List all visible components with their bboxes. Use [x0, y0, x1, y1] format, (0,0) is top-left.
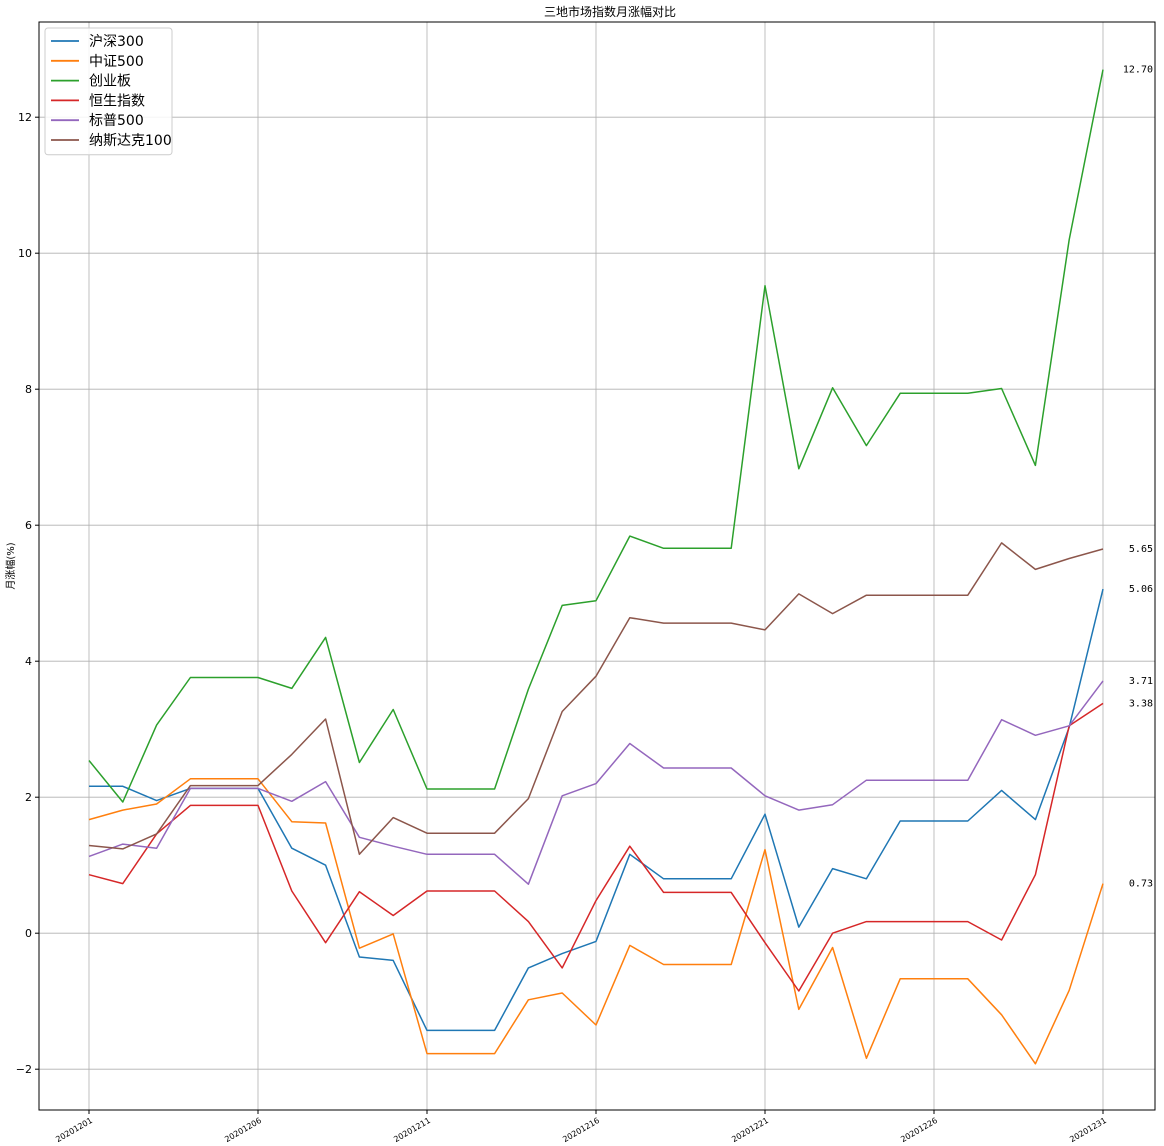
- x-tick-label: 20201221: [730, 1116, 770, 1144]
- x-axis-ticks: 20201201 20201206 20201211 20201216 20201221…: [54, 1110, 1108, 1144]
- end-value-label: 0.73: [1129, 879, 1153, 890]
- chart-title: 三地市场指数月涨幅对比: [544, 4, 676, 19]
- series-line: [88, 69, 1104, 803]
- end-value-label: 12.70: [1123, 65, 1153, 76]
- y-axis-ticks: −2 0 2 4 6 8 10 12: [16, 111, 39, 1076]
- x-tick-label: 20201211: [392, 1116, 432, 1144]
- end-value-label: 5.06: [1129, 584, 1153, 595]
- legend-entry-label: 沪深300: [89, 34, 144, 50]
- x-tick-label: 20201231: [1068, 1116, 1108, 1144]
- series-line: [88, 778, 1104, 1065]
- series-lines: [88, 69, 1104, 1065]
- y-tick-label: 12: [18, 111, 32, 124]
- legend-box: [44, 27, 173, 156]
- legend-entry-label: 纳斯达克100: [89, 133, 172, 149]
- legend-entry-label: 标普500: [89, 113, 144, 129]
- grid-lines: [39, 22, 1155, 1110]
- x-tick-label: 20201216: [561, 1116, 601, 1144]
- plot-area-frame: [38, 21, 1156, 1111]
- end-value-label: 3.38: [1129, 698, 1153, 709]
- y-tick-label: 2: [25, 791, 32, 804]
- end-value-labels: 12.70 5.65 5.06 3.71 3.38 0.73: [1123, 65, 1153, 890]
- series-line: [88, 702, 1104, 992]
- legend-entry-label: 创业板: [89, 74, 131, 90]
- y-tick-label: 0: [25, 927, 32, 940]
- end-value-label: 3.71: [1129, 676, 1153, 687]
- legend-entry-label: 中证500: [89, 54, 144, 70]
- x-tick-label: 20201206: [223, 1116, 263, 1144]
- y-tick-label: 4: [25, 655, 32, 668]
- legend-entry-label: 恒生指数: [89, 93, 145, 109]
- y-tick-label: 8: [25, 383, 32, 396]
- series-line: [88, 680, 1104, 885]
- x-tick-label: 20201226: [899, 1116, 939, 1144]
- x-tick-label: 20201201: [54, 1116, 94, 1144]
- end-value-label: 5.65: [1129, 544, 1153, 555]
- y-axis-label: 月涨幅(%): [4, 542, 17, 589]
- series-line: [88, 542, 1104, 856]
- y-tick-label: −2: [16, 1063, 32, 1076]
- y-tick-label: 10: [18, 247, 32, 260]
- y-tick-label: 6: [25, 519, 32, 532]
